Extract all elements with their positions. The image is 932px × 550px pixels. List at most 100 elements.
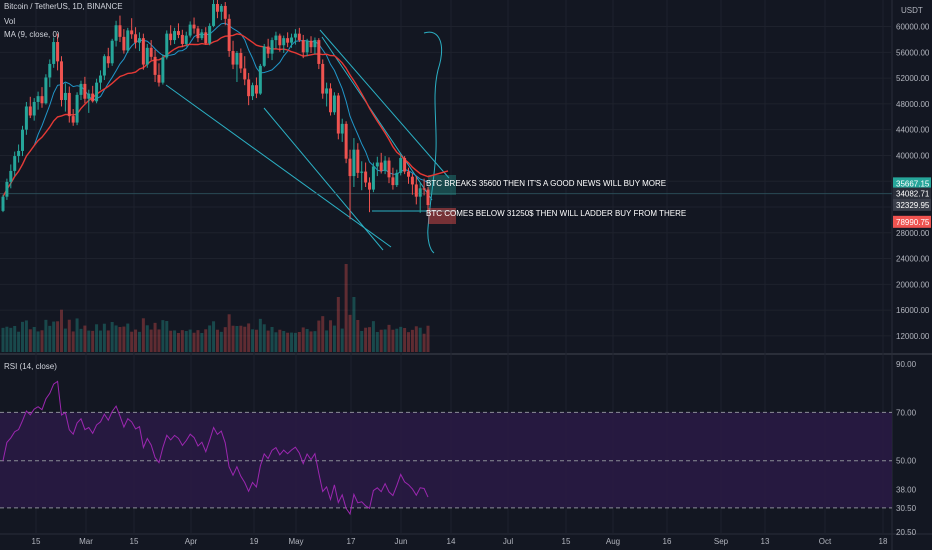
candles[interactable] bbox=[1, 0, 430, 220]
volume-bar bbox=[399, 326, 403, 352]
time-tick-label: 15 bbox=[32, 537, 41, 546]
volume-bar bbox=[122, 326, 126, 352]
candle-body bbox=[110, 40, 114, 64]
volume-bar bbox=[301, 327, 305, 352]
price-tick-label: 56000.00 bbox=[896, 48, 930, 57]
candle-body bbox=[173, 31, 177, 41]
candle-body bbox=[188, 24, 192, 36]
volume-bar bbox=[141, 318, 145, 352]
volume-bar bbox=[176, 333, 180, 352]
candle-body bbox=[149, 47, 153, 57]
candle-body bbox=[5, 181, 9, 197]
candle-body bbox=[379, 162, 383, 171]
volume-bar bbox=[48, 325, 52, 352]
candle-body bbox=[126, 30, 130, 51]
volume-label[interactable]: Vol bbox=[4, 17, 16, 26]
price-tick-label: 20000.00 bbox=[896, 280, 930, 289]
price-tick-label: 28000.00 bbox=[896, 229, 930, 238]
ma-label[interactable]: MA (9, close, 0) bbox=[4, 30, 60, 39]
volume-bar bbox=[98, 330, 102, 352]
rsi-panel[interactable] bbox=[0, 380, 892, 516]
rsi-label[interactable]: RSI (14, close) bbox=[4, 362, 57, 371]
candle-body bbox=[28, 106, 32, 116]
volume-bar bbox=[110, 322, 114, 352]
volume-bar bbox=[180, 330, 184, 352]
volume-bar bbox=[196, 330, 200, 352]
candle-body bbox=[414, 184, 418, 197]
candle-body bbox=[180, 34, 184, 44]
volume-bar bbox=[243, 326, 247, 352]
candle-body bbox=[71, 116, 75, 123]
symbol-title[interactable]: Bitcoin / TetherUS, 1D, BINANCE bbox=[4, 2, 123, 11]
volume-bar bbox=[340, 328, 344, 352]
price-tick-label: 48000.00 bbox=[896, 100, 930, 109]
candle-body bbox=[247, 79, 251, 97]
time-tick-label: Jul bbox=[503, 537, 513, 546]
volume-bar bbox=[157, 329, 161, 352]
rsi-line bbox=[2, 380, 429, 516]
volume-bar bbox=[153, 322, 157, 352]
candle-body bbox=[360, 171, 364, 173]
volume-bar bbox=[262, 324, 266, 352]
volume-bar bbox=[40, 330, 44, 352]
price-tick-label: 40000.00 bbox=[896, 151, 930, 160]
candle-body bbox=[48, 63, 52, 78]
candle-body bbox=[348, 158, 352, 177]
candle-body bbox=[83, 83, 87, 99]
price-tag-label: 32329.95 bbox=[896, 201, 930, 210]
price-tick-label: 12000.00 bbox=[896, 332, 930, 341]
candle-body bbox=[32, 101, 36, 116]
rsi-tick-label: 38.00 bbox=[896, 486, 917, 495]
price-axis[interactable]: 60000.00 56000.00 52000.00 48000.00 44000.00… bbox=[893, 23, 931, 341]
candle-body bbox=[352, 149, 356, 177]
candle-body bbox=[212, 4, 216, 26]
candle-body bbox=[399, 158, 403, 173]
candle-body bbox=[329, 88, 333, 113]
volume-bar bbox=[313, 331, 317, 352]
price-tag-label: 35667.15 bbox=[896, 179, 930, 188]
candle-body bbox=[258, 65, 262, 94]
candle-body bbox=[426, 189, 430, 206]
volume-bar bbox=[204, 329, 208, 352]
volume-bar bbox=[36, 331, 40, 352]
volume-bar bbox=[1, 327, 5, 352]
candle-body bbox=[321, 63, 325, 94]
candle-body bbox=[204, 32, 208, 44]
candle-body bbox=[67, 92, 71, 117]
candle-body bbox=[270, 40, 274, 54]
time-tick-label: 15 bbox=[130, 537, 139, 546]
volume-bar bbox=[200, 333, 204, 352]
volume-bar bbox=[317, 320, 321, 352]
volume-bar bbox=[63, 328, 67, 352]
candle-body bbox=[332, 95, 336, 113]
rsi-axis[interactable]: 90.00 70.00 50.00 38.00 30.50 20.50 bbox=[896, 360, 917, 537]
annotation-breakout: BTC BREAKS 35600 THEN IT'S A GOOD NEWS W… bbox=[426, 179, 666, 188]
candle-body bbox=[91, 93, 95, 102]
volume-bar bbox=[67, 319, 71, 352]
volume-bar bbox=[371, 321, 375, 352]
time-axis[interactable]: 15 Mar 15 Apr 19 May 17 Jun 14 Jul 15 Aug 16 Sep 13 Oct… bbox=[32, 537, 888, 546]
volume-bar bbox=[290, 332, 294, 352]
volume-bar bbox=[219, 331, 223, 352]
rsi-tick-label: 30.50 bbox=[896, 504, 917, 513]
candle-body bbox=[391, 177, 395, 186]
volume-bar bbox=[188, 329, 192, 352]
time-tick-label: Jun bbox=[395, 537, 408, 546]
candle-body bbox=[254, 85, 258, 94]
volume-bar bbox=[223, 327, 227, 352]
candle-body bbox=[75, 94, 79, 123]
time-tick-label: 17 bbox=[347, 537, 356, 546]
volume-bar bbox=[410, 329, 414, 352]
candle-body bbox=[196, 28, 200, 39]
volume-bar bbox=[270, 327, 274, 352]
volume-bar bbox=[106, 330, 110, 352]
volume-bar bbox=[293, 332, 297, 352]
candle-body bbox=[9, 170, 13, 182]
candle-body bbox=[371, 166, 375, 190]
candle-body bbox=[56, 42, 60, 62]
rsi-tick-label: 20.50 bbox=[896, 528, 917, 537]
price-tick-label: 16000.00 bbox=[896, 306, 930, 315]
candle-body bbox=[301, 40, 305, 53]
time-tick-label: 18 bbox=[879, 537, 888, 546]
